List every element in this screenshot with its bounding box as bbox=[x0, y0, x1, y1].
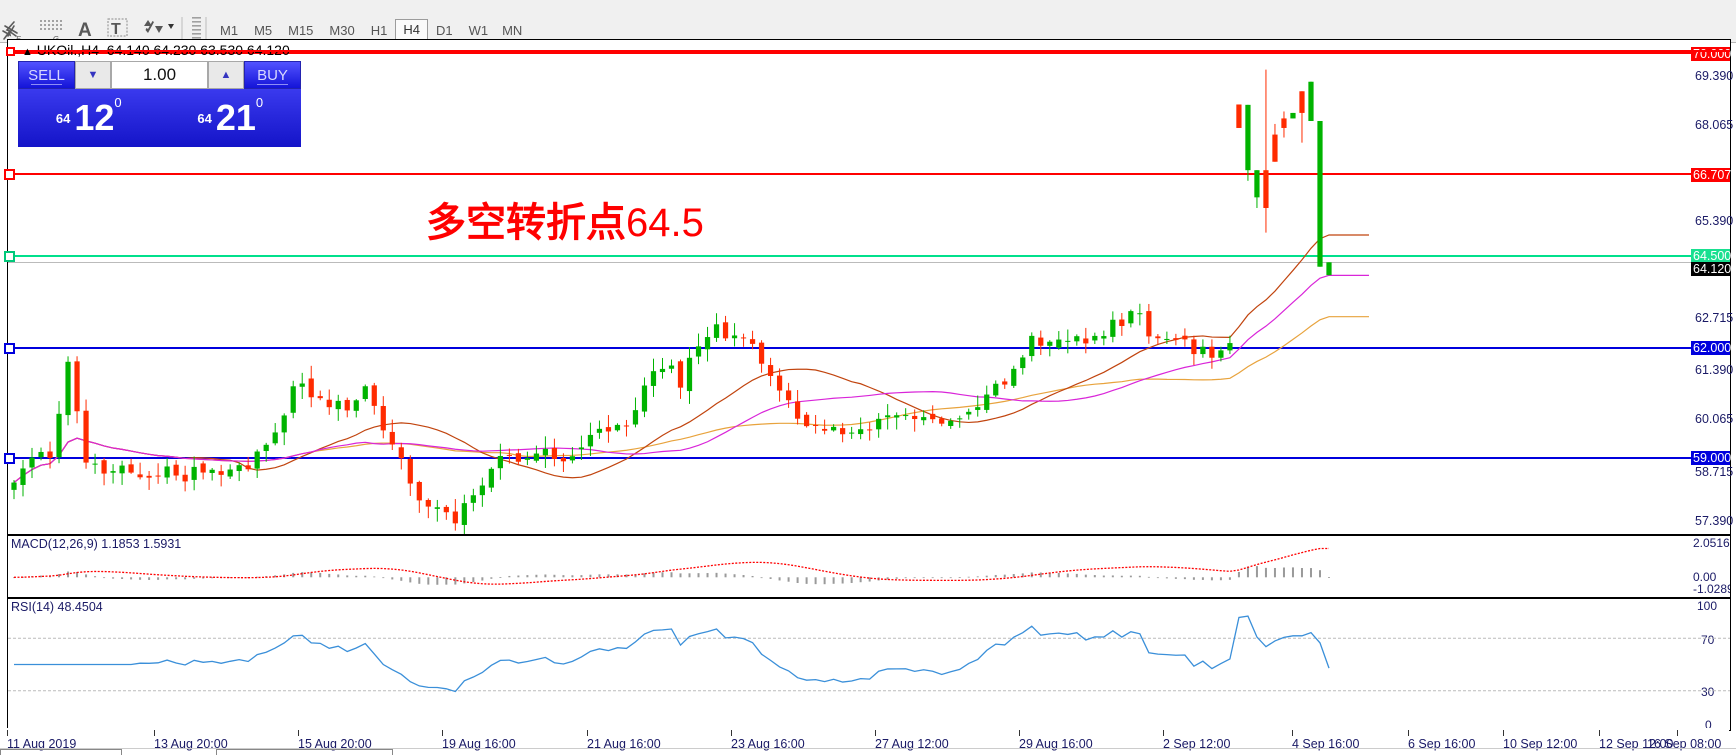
svg-text:T: T bbox=[111, 21, 121, 38]
svg-text:A: A bbox=[78, 20, 92, 41]
